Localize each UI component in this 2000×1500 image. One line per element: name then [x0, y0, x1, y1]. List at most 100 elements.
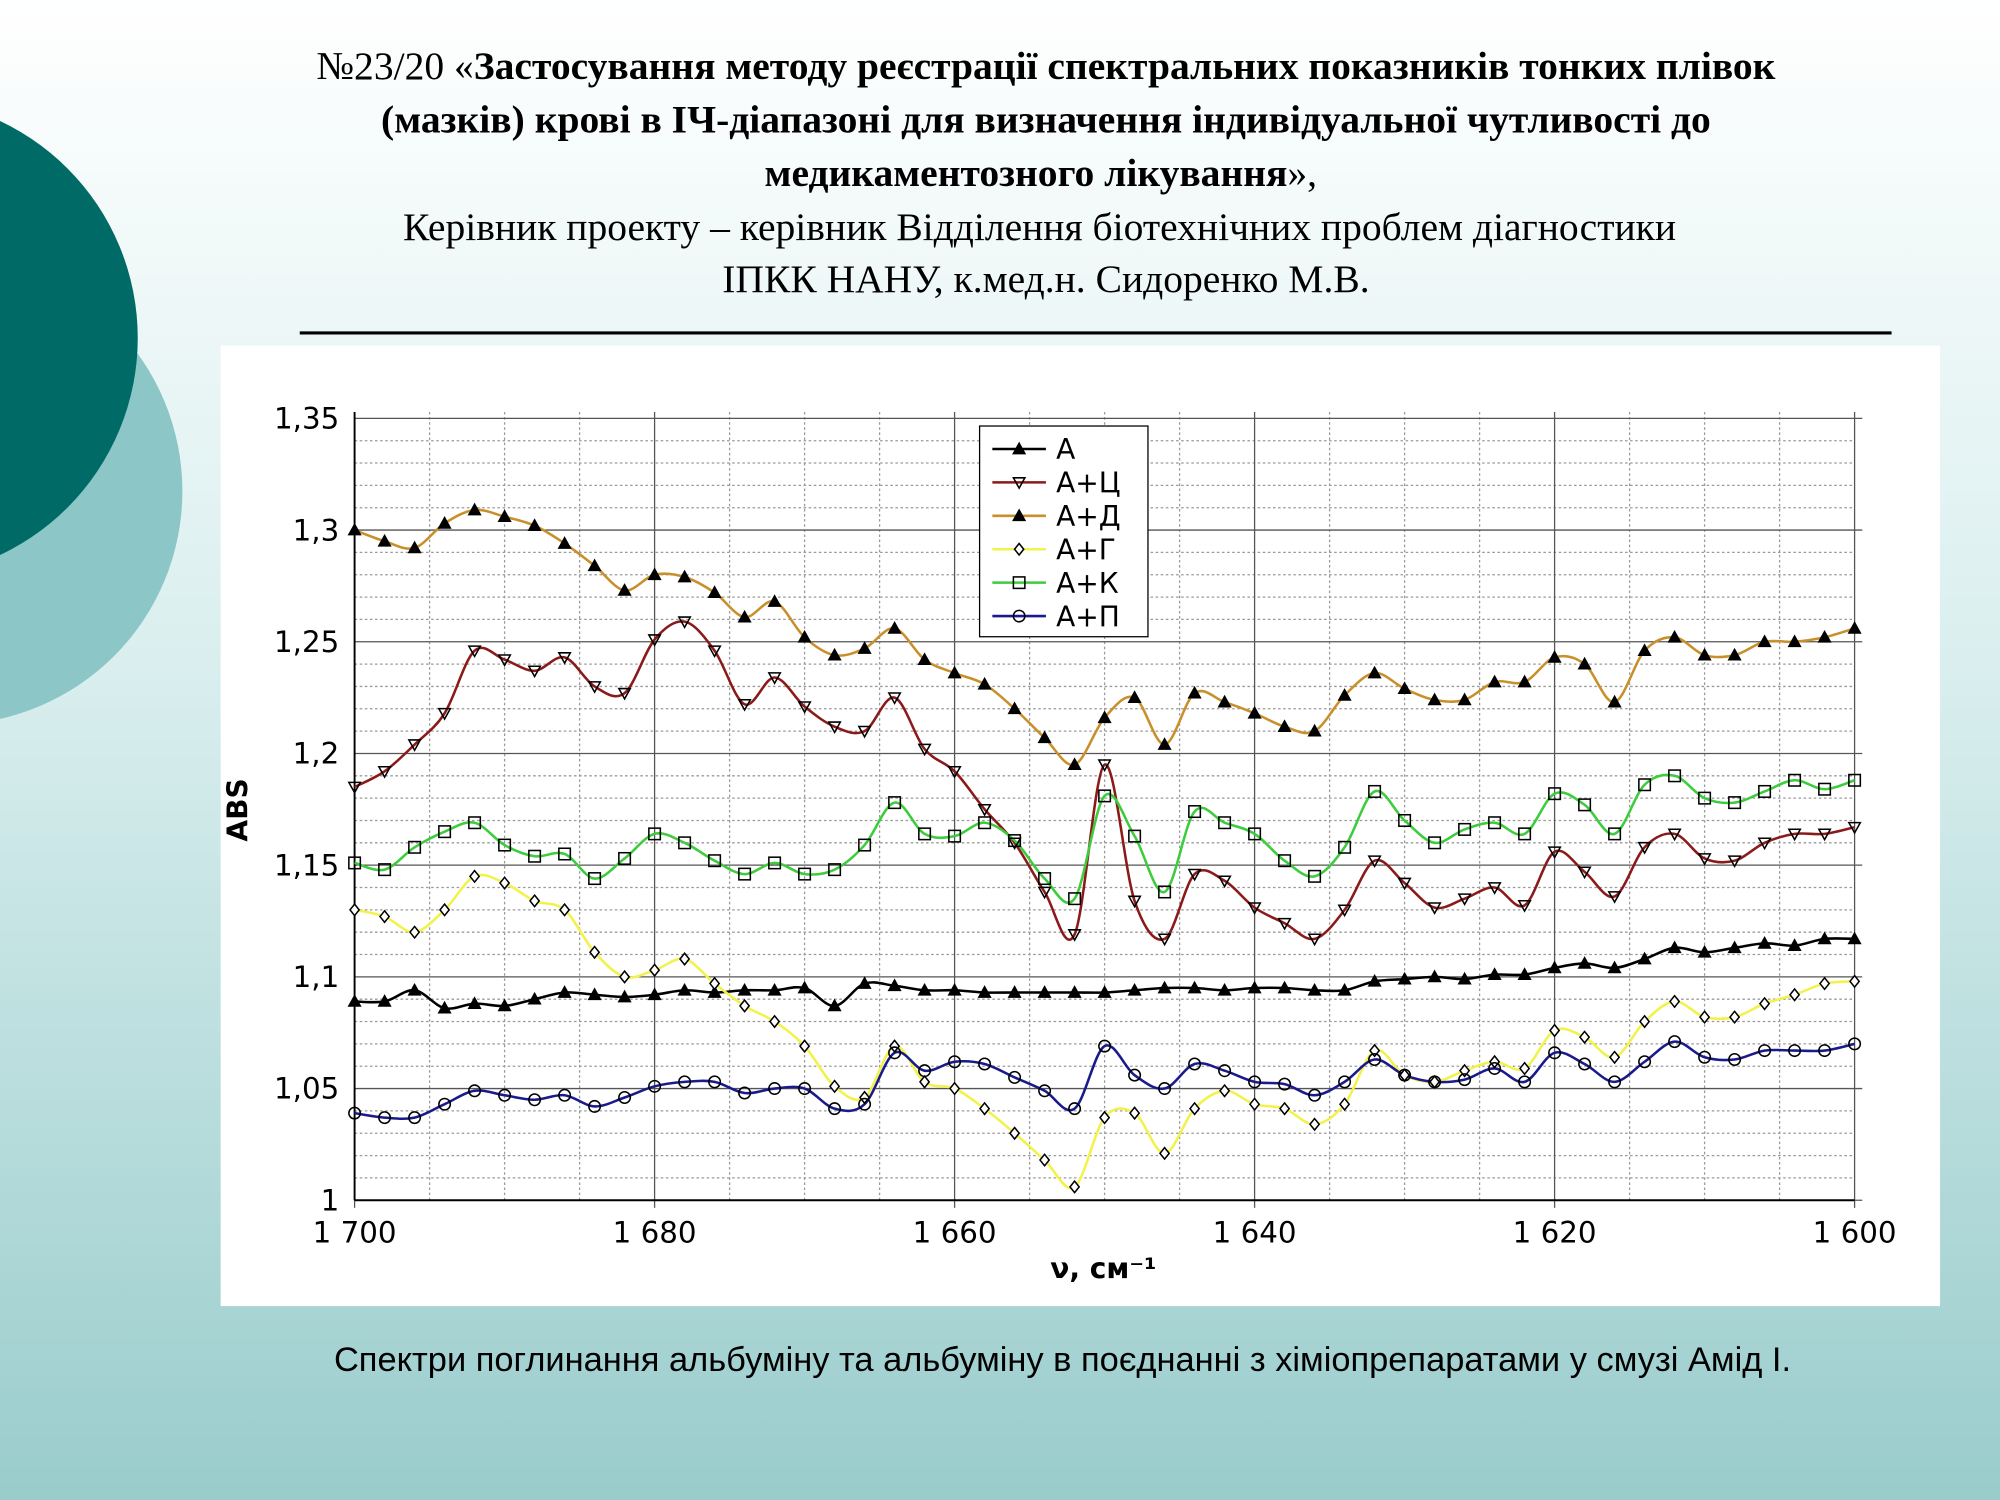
marker — [798, 1082, 812, 1096]
marker — [379, 909, 391, 924]
marker — [1219, 1083, 1231, 1098]
marker — [1308, 869, 1322, 883]
marker — [1547, 846, 1562, 860]
y-axis-title: ABS — [221, 778, 254, 841]
marker — [707, 985, 722, 998]
marker — [1158, 885, 1172, 899]
marker — [1218, 816, 1232, 830]
marker — [438, 825, 452, 839]
marker — [1727, 647, 1742, 661]
decor-circle-dark — [0, 121, 138, 555]
marker — [1187, 685, 1202, 699]
marker — [468, 816, 482, 830]
marker — [527, 991, 542, 1005]
marker — [1007, 837, 1022, 851]
marker — [1367, 665, 1382, 679]
legend-label: А+Д — [1056, 500, 1121, 533]
marker — [1459, 1063, 1471, 1078]
marker — [1188, 805, 1202, 819]
supervisor-line: ІПКК НАНУ, к.мед.н. Сидоренко М.В. — [722, 257, 1369, 301]
marker — [1129, 1106, 1141, 1121]
marker — [1367, 974, 1382, 987]
marker — [918, 1064, 932, 1078]
marker — [408, 840, 422, 854]
marker — [1487, 674, 1502, 688]
marker — [617, 989, 632, 1003]
marker — [1758, 1044, 1772, 1058]
marker — [1428, 836, 1442, 850]
marker — [1757, 936, 1772, 949]
legend-label: А+П — [1056, 600, 1120, 633]
marker — [1068, 1102, 1082, 1116]
marker — [769, 1014, 781, 1029]
marker — [407, 982, 422, 996]
marker — [1578, 798, 1592, 812]
supervisor-line: Керівник проекту – керівник Відділення б… — [403, 205, 1676, 249]
marker — [1157, 933, 1172, 947]
marker — [1189, 1101, 1201, 1116]
marker — [1067, 757, 1082, 770]
title-bold: медикаментозного лікування — [765, 151, 1288, 195]
marker — [1159, 1146, 1171, 1161]
marker — [1818, 1044, 1832, 1058]
marker — [679, 952, 691, 966]
marker — [1787, 938, 1802, 951]
marker — [557, 652, 572, 665]
y-tick-label: 1,35 — [274, 402, 339, 436]
marker — [1547, 960, 1562, 974]
marker — [1009, 1126, 1021, 1141]
marker — [948, 829, 962, 843]
marker — [1427, 969, 1442, 983]
marker — [348, 1106, 362, 1120]
title-line: (мазків) крові в ІЧ-діапазоні для визнач… — [381, 98, 1711, 142]
y-tick-label: 1,2 — [293, 737, 340, 771]
marker — [1758, 784, 1772, 798]
marker — [1039, 1153, 1051, 1168]
x-tick-label: 1 640 — [1213, 1215, 1297, 1249]
marker — [1847, 821, 1862, 835]
marker — [1697, 647, 1712, 661]
marker — [678, 836, 692, 850]
marker — [467, 645, 482, 659]
marker — [408, 1111, 422, 1125]
marker — [1007, 701, 1022, 715]
marker — [707, 585, 722, 598]
marker — [949, 1081, 961, 1096]
marker — [1188, 1057, 1202, 1071]
marker — [588, 1099, 602, 1113]
marker — [527, 665, 542, 679]
marker — [1037, 730, 1052, 744]
marker — [828, 863, 842, 877]
marker — [647, 634, 662, 647]
marker — [1457, 971, 1472, 985]
marker — [1458, 1073, 1472, 1087]
marker — [1788, 1044, 1802, 1058]
marker — [709, 976, 721, 991]
marker — [1038, 872, 1052, 886]
marker — [497, 998, 512, 1012]
marker — [1008, 1070, 1022, 1084]
marker — [768, 1082, 782, 1096]
marker — [1639, 1014, 1651, 1029]
marker — [1337, 982, 1352, 996]
x-axis-title: ν, см⁻¹ — [1050, 1252, 1156, 1285]
marker — [1817, 629, 1832, 643]
marker — [1099, 1110, 1111, 1125]
marker — [1487, 967, 1502, 980]
marker — [1607, 960, 1622, 974]
marker — [1277, 719, 1292, 733]
marker — [917, 743, 932, 757]
marker — [1668, 1035, 1682, 1049]
marker — [1367, 855, 1382, 869]
marker — [1247, 980, 1262, 994]
marker — [1609, 1050, 1621, 1065]
marker — [558, 847, 572, 861]
marker — [1067, 929, 1082, 942]
marker — [1848, 1037, 1862, 1051]
marker — [377, 765, 392, 779]
marker — [528, 849, 542, 863]
marker — [677, 616, 692, 629]
marker — [527, 518, 542, 531]
x-tick-label: 1 600 — [1813, 1215, 1897, 1249]
marker — [858, 838, 872, 852]
